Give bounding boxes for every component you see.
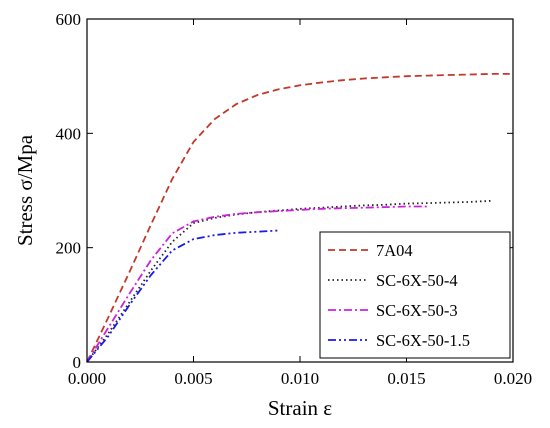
y-tick-label: 200 [56, 239, 82, 258]
series-layer [86, 73, 513, 363]
legend-label: 7A04 [376, 241, 413, 260]
series-line-3 [86, 205, 428, 363]
y-tick-label: 0 [73, 353, 82, 372]
legend-item-4: SC-6X-50-1.5 [328, 331, 470, 350]
x-tick-label: 0.005 [174, 369, 212, 388]
x-axis-label: Strain ε [268, 396, 332, 420]
legend-label: SC-6X-50-4 [376, 271, 458, 290]
y-tick-label: 400 [56, 124, 82, 143]
x-tick-label: 0.020 [494, 369, 532, 388]
x-tick-label: 0.000 [68, 369, 106, 388]
legend-item-2: SC-6X-50-4 [328, 271, 458, 290]
legend-label: SC-6X-50-1.5 [376, 331, 470, 350]
legend-label: SC-6X-50-3 [376, 301, 458, 320]
y-tick-label: 600 [56, 10, 82, 29]
legend-box [319, 231, 511, 359]
legend-item-3: SC-6X-50-3 [328, 301, 458, 320]
x-tick-label: 0.015 [387, 369, 425, 388]
legend: 7A04 SC-6X-50-4 SC-6X-50-3 SC-6X-50-1.5 [319, 231, 511, 359]
legend-item-1: 7A04 [328, 241, 413, 260]
legend-items: 7A04 SC-6X-50-4 SC-6X-50-3 SC-6X-50-1.5 [328, 241, 470, 350]
series-line-4 [86, 229, 279, 363]
y-axis-label: Stress σ/Mpa [13, 134, 37, 246]
x-tick-label: 0.010 [281, 369, 319, 388]
series-line-1 [86, 73, 513, 363]
series-line-2 [86, 199, 492, 363]
ticks-layer: 0.000 0.005 0.010 0.015 0.020 0 200 400 600 [56, 10, 533, 388]
